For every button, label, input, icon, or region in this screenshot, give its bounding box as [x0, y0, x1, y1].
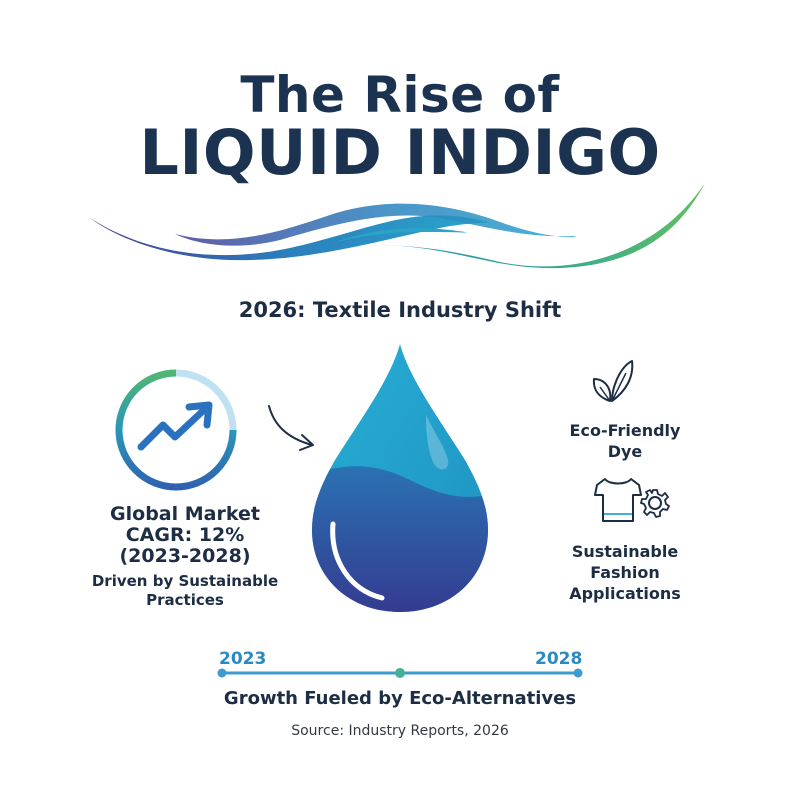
eco-line-1: Eco-Friendly: [569, 421, 681, 440]
eco-line-2: Dye: [607, 442, 643, 461]
curved-arrow-icon: [268, 405, 314, 451]
stat-line-1: Global Market: [110, 503, 260, 525]
water-drop-icon: [312, 344, 488, 612]
timeline-mid-dot: [395, 668, 405, 678]
market-cagr-stat: Global Market CAGR: 12% (2023-2028): [95, 504, 275, 567]
stat-line-3: (2023-2028): [119, 545, 251, 567]
note-line-1: Driven by Sustainable: [91, 572, 279, 590]
stat-line-2: CAGR: 12%: [125, 524, 245, 546]
fashion-line-1: Sustainable: [571, 542, 679, 561]
timeline-caption: Growth Fueled by Eco-Alternatives: [223, 688, 577, 709]
fashion-line-3: Applications: [569, 584, 681, 603]
title-line-2: LIQUID INDIGO: [139, 116, 661, 189]
eco-friendly-dye-label: Eco-Friendly Dye: [555, 420, 695, 462]
fashion-line-2: Fashion: [590, 563, 660, 582]
trend-up-arrow-icon: [115, 369, 237, 491]
timeline-bar: [217, 668, 583, 678]
timeline-start-dot: [217, 668, 227, 678]
wave-decoration: [90, 183, 705, 269]
market-driver-note: Driven by Sustainable Practices: [85, 572, 285, 610]
timeline-start-year: 2023: [219, 649, 267, 669]
timeline-end-dot: [573, 668, 583, 678]
tshirt-gear-icon: [594, 478, 670, 522]
sustainable-fashion-label: Sustainable Fashion Applications: [555, 541, 695, 604]
note-line-2: Practices: [146, 591, 224, 609]
timeline-end-year: 2028: [535, 649, 583, 669]
source-citation: Source: Industry Reports, 2026: [291, 723, 509, 739]
leaf-icon: [592, 360, 634, 402]
title-line-1: The Rise of: [240, 66, 560, 124]
subtitle: 2026: Textile Industry Shift: [238, 298, 562, 322]
